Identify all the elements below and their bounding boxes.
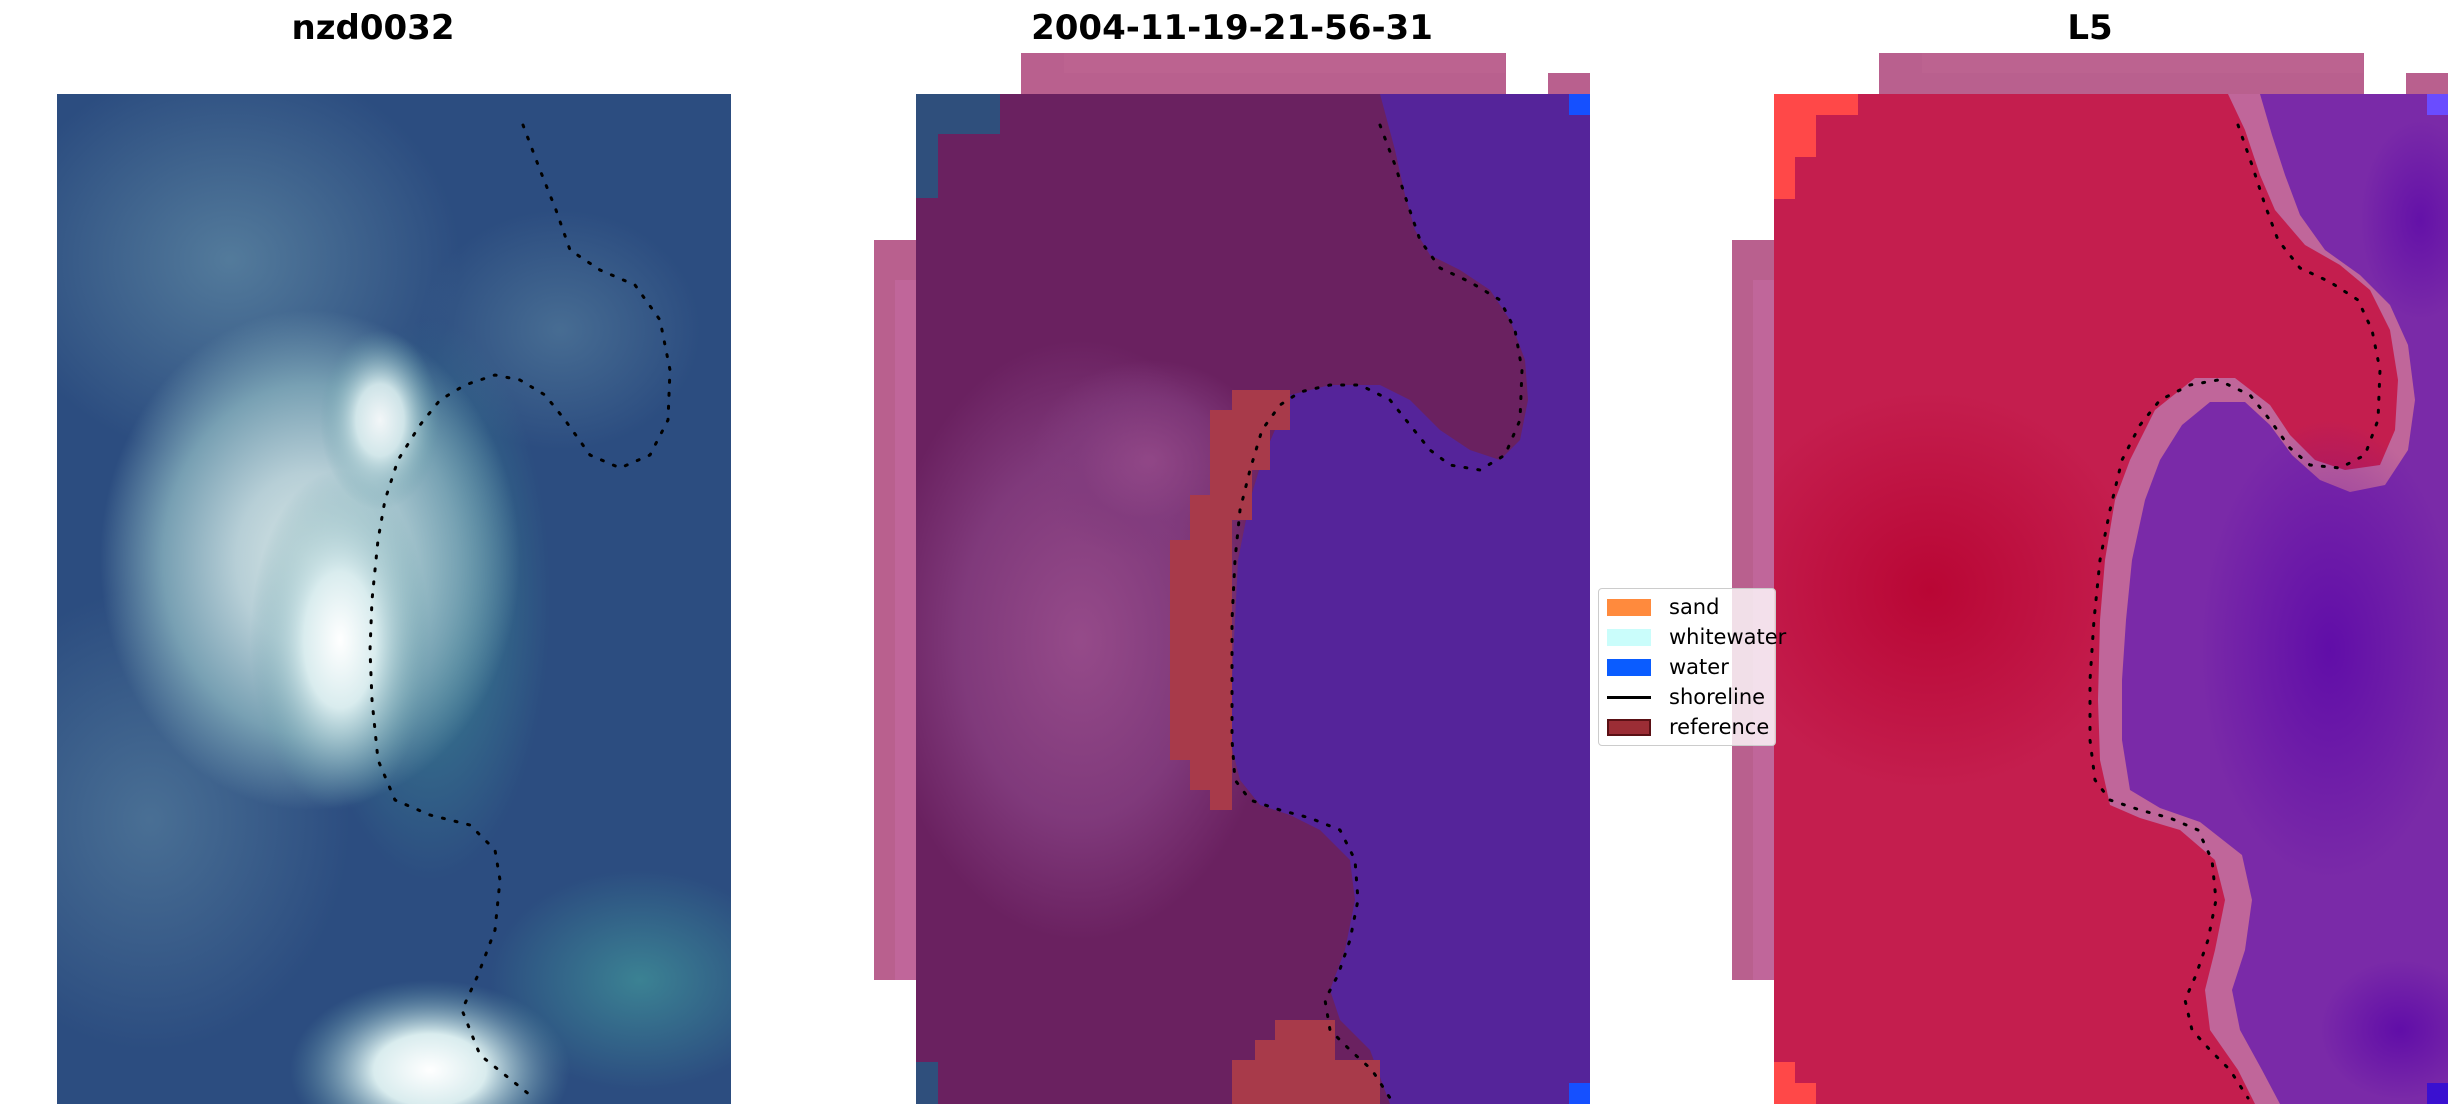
water-pixel xyxy=(1569,94,1590,115)
overlay-cap-top xyxy=(2406,73,2448,94)
legend-label: sand xyxy=(1669,595,1720,619)
legend-line-shoreline xyxy=(1607,695,1651,699)
reference-polygon xyxy=(1232,1020,1380,1104)
legend-swatch-whitewater xyxy=(1607,628,1651,646)
water-index-shading xyxy=(2320,960,2448,1100)
legend-swatch-reference xyxy=(1607,718,1651,736)
water-area xyxy=(1230,94,1590,1104)
corner-red xyxy=(1774,157,1795,199)
legend-item-sand: sand xyxy=(1607,595,1719,619)
corner-blue xyxy=(2427,94,2448,115)
corner-red xyxy=(1774,115,1816,157)
legend-label: water xyxy=(1669,655,1729,679)
satellite-image-panel xyxy=(57,94,731,1104)
shoreline-dots xyxy=(368,123,672,1097)
corner-red xyxy=(1774,1062,1795,1104)
legend: sand whitewater water shoreline referenc… xyxy=(1598,588,1786,746)
legend-swatch-water xyxy=(1607,658,1651,676)
overlay-cap-top xyxy=(1548,73,1590,94)
whitewater-patch xyxy=(290,980,570,1104)
index-panel xyxy=(1732,53,2448,1104)
legend-swatch-sand xyxy=(1607,598,1651,616)
water-index-shading xyxy=(2360,120,2448,320)
legend-label: shoreline xyxy=(1669,685,1766,709)
legend-label: whitewater xyxy=(1669,625,1787,649)
image-corner xyxy=(916,134,938,198)
corner-red xyxy=(1774,94,1858,115)
panel-title-date: 2004-11-19-21-56-31 xyxy=(1031,8,1433,48)
shoreline-dots xyxy=(1230,123,1524,1100)
overlay-cap-top xyxy=(1922,53,2363,73)
image-corner xyxy=(916,94,1000,134)
whitewater-patch xyxy=(250,470,430,810)
overlay-side xyxy=(895,280,916,980)
legend-item-water: water xyxy=(1607,655,1729,679)
reference-polygon xyxy=(1170,390,1290,810)
corner-red xyxy=(1795,1083,1816,1104)
legend-label: reference xyxy=(1669,715,1770,739)
panel-title-index: L5 xyxy=(2067,8,2113,48)
water-index-shading xyxy=(2200,420,2448,880)
image-corner xyxy=(916,1062,938,1104)
land-index-shading xyxy=(1774,390,2140,790)
panel-title-image: nzd0032 xyxy=(291,8,455,48)
whitewater-patch xyxy=(320,330,440,510)
overlay-cap-top xyxy=(1064,53,1505,73)
legend-item-whitewater: whitewater xyxy=(1607,625,1786,649)
legend-item-shoreline: shoreline xyxy=(1607,685,1765,709)
legend-item-reference: reference xyxy=(1607,715,1769,739)
classification-panel xyxy=(874,53,1590,1104)
corner-blue xyxy=(2427,1083,2448,1104)
water-pixel xyxy=(1569,1083,1590,1104)
